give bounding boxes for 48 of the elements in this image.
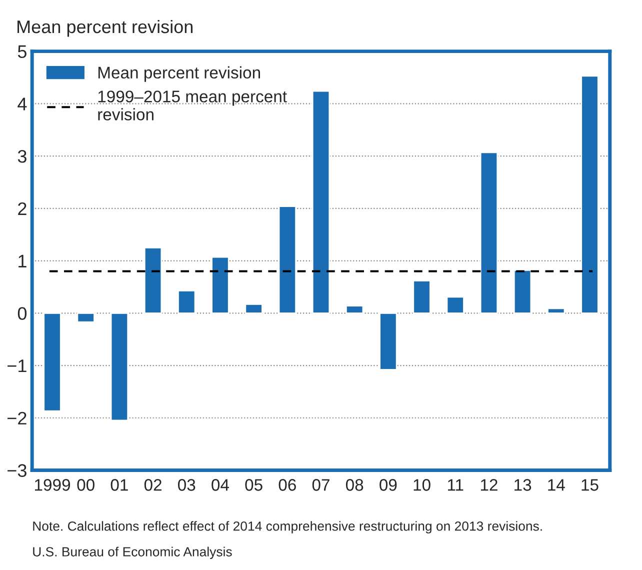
legend-label: 1999–2015 mean percent revision bbox=[98, 90, 287, 120]
bar bbox=[144, 246, 162, 314]
text: U.S. Bureau of Economic Analysis bbox=[33, 546, 232, 560]
x-tick-label: 10 bbox=[414, 479, 430, 491]
x-tick-label: 1999 bbox=[34, 479, 70, 491]
bar bbox=[547, 308, 566, 314]
text: Note. Calculations reflect effect of 2014 comprehensive restructuring on 2013 revisions. bbox=[33, 521, 542, 534]
y-tick-label: 5 bbox=[18, 45, 26, 58]
x-tick-label: 13 bbox=[514, 479, 532, 491]
x-tick-label: 15 bbox=[582, 479, 598, 491]
bar bbox=[244, 304, 263, 314]
bar bbox=[76, 312, 95, 323]
x-tick-label: 07 bbox=[312, 479, 330, 491]
bar bbox=[412, 280, 431, 314]
bar bbox=[110, 312, 129, 422]
x-tick-label: 05 bbox=[245, 479, 262, 491]
bar bbox=[346, 305, 364, 314]
y-tick-label: 1 bbox=[18, 254, 26, 268]
x-tick-label: 04 bbox=[212, 479, 230, 491]
bar bbox=[312, 90, 330, 314]
bar bbox=[43, 312, 62, 412]
x-tick-label: 14 bbox=[548, 479, 565, 491]
bar bbox=[513, 270, 532, 314]
x-tick-label: 03 bbox=[178, 479, 196, 491]
y-tick-label: 3 bbox=[18, 150, 26, 163]
y-tick-label: 0 bbox=[18, 307, 27, 320]
x-tick-label: 09 bbox=[380, 479, 397, 491]
y-tick-label: 2 bbox=[18, 202, 26, 215]
x-tick-label: 11 bbox=[448, 479, 464, 491]
y-tick-label: −3 bbox=[8, 464, 26, 477]
bar bbox=[446, 296, 464, 314]
bar bbox=[580, 75, 599, 314]
bar bbox=[379, 312, 398, 370]
bar bbox=[178, 290, 196, 314]
x-tick-label: 01 bbox=[110, 479, 128, 491]
bar bbox=[211, 256, 230, 314]
legend-label: Mean percent revision bbox=[98, 66, 260, 82]
y-tick-label: 4 bbox=[18, 98, 27, 110]
x-tick-label: 06 bbox=[278, 479, 296, 491]
bar bbox=[278, 206, 296, 314]
y-axis-title: Mean percent revision bbox=[18, 20, 193, 37]
x-tick-label: 08 bbox=[346, 479, 364, 491]
y-tick-label: −1 bbox=[8, 360, 26, 372]
bar bbox=[480, 152, 498, 314]
x-tick-label: 12 bbox=[480, 479, 498, 491]
x-tick-label: 02 bbox=[144, 479, 162, 491]
y-tick-label: −2 bbox=[8, 412, 26, 424]
x-tick-label: 00 bbox=[77, 479, 94, 491]
